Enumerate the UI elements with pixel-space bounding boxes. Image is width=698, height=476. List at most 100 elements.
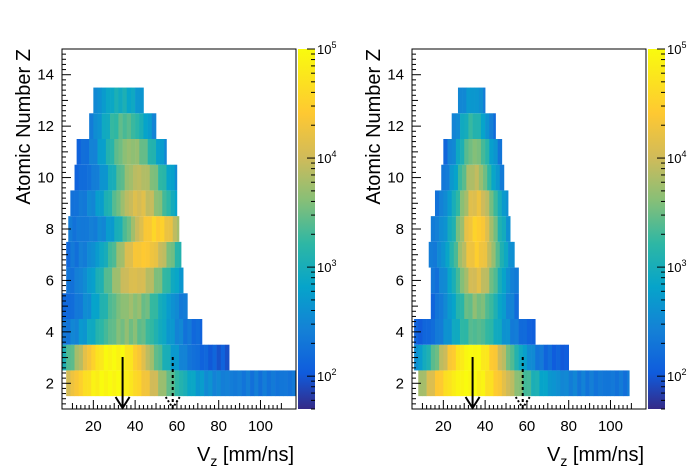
- heatmap-cell: [480, 216, 486, 242]
- heatmap-cell: [139, 216, 144, 242]
- heatmap-cell: [84, 139, 90, 165]
- heatmap-cell: [116, 241, 121, 268]
- heatmap-row: [428, 241, 515, 268]
- heatmap-cell: [480, 190, 486, 217]
- heatmap-cell: [120, 293, 125, 319]
- heatmap-cell: [485, 216, 490, 242]
- heatmap-cell: [474, 241, 480, 268]
- heatmap-cell: [491, 241, 496, 268]
- heatmap-cell: [472, 344, 478, 371]
- heatmap-cell: [451, 267, 457, 294]
- heatmap-cell: [497, 216, 503, 242]
- heatmap-cell: [97, 139, 102, 165]
- heatmap-cell: [153, 164, 159, 191]
- heatmap-cell: [105, 216, 111, 242]
- heatmap-cell: [224, 370, 230, 397]
- heatmap-cell: [439, 293, 444, 319]
- heatmap-cell: [66, 241, 71, 268]
- heatmap-cell: [497, 344, 503, 371]
- heatmap-cell: [510, 319, 515, 345]
- heatmap-cell: [518, 344, 524, 371]
- heatmap-cell: [497, 139, 503, 165]
- heatmap-cell: [133, 164, 138, 191]
- heatmap-cell: [135, 139, 140, 165]
- heatmap-cell: [116, 319, 121, 345]
- heatmap-cell: [162, 190, 167, 217]
- heatmap-cell: [153, 293, 159, 319]
- heatmap-cell: [585, 370, 590, 397]
- heatmap-cell: [187, 370, 192, 397]
- heatmap-cell: [112, 293, 117, 319]
- heatmap-cell: [506, 267, 511, 294]
- y-tick-label: 14: [37, 67, 54, 84]
- heatmap-cell: [141, 190, 146, 217]
- heatmap-cell: [489, 344, 494, 371]
- heatmap-cell: [124, 267, 130, 294]
- heatmap-cell: [464, 344, 469, 371]
- heatmap-cell: [124, 190, 130, 217]
- heatmap-cell: [179, 267, 184, 294]
- heatmap-cell: [135, 87, 140, 114]
- heatmap-cell: [476, 293, 482, 319]
- heatmap-cell: [116, 164, 121, 191]
- heatmap-cell: [170, 164, 176, 191]
- heatmap-cell: [118, 139, 123, 165]
- heatmap-cell: [145, 344, 151, 371]
- heatmap-cell: [489, 370, 494, 397]
- heatmap-cell: [158, 293, 163, 319]
- marker-arrowhead: [514, 396, 531, 410]
- heatmap-cell: [176, 216, 180, 242]
- heatmap-cell: [170, 267, 176, 294]
- heatmap-row: [62, 344, 230, 371]
- heatmap-cell: [434, 344, 440, 371]
- heatmap-cell: [460, 113, 465, 139]
- heatmap-cell: [164, 216, 169, 242]
- heatmap-cell: [139, 139, 144, 165]
- heatmap-cell: [172, 216, 178, 242]
- heatmap-cell: [270, 370, 276, 397]
- heatmap-cell: [141, 241, 146, 268]
- heatmap-cell: [162, 344, 167, 371]
- heatmap-cell: [441, 241, 446, 268]
- heatmap-cell: [208, 344, 213, 371]
- heatmap-cell: [539, 370, 544, 397]
- heatmap-cell: [466, 164, 471, 191]
- heatmap-cell: [455, 139, 461, 165]
- heatmap-cell: [493, 293, 498, 319]
- heatmap-cell: [112, 164, 117, 191]
- heatmap-cell: [145, 370, 151, 397]
- heatmap-cell: [74, 241, 80, 268]
- heatmap-cell: [522, 344, 528, 371]
- heatmap-cell: [510, 344, 515, 371]
- heatmap-cell: [82, 190, 88, 217]
- heatmap-cell: [166, 164, 171, 191]
- heatmap-cell: [241, 370, 247, 397]
- heatmap-cell: [426, 370, 432, 397]
- heatmap-row: [430, 293, 519, 319]
- heatmap-cell: [112, 241, 117, 268]
- heatmap-cell: [91, 293, 96, 319]
- heatmap-cell: [110, 87, 115, 114]
- heatmap-cell: [91, 319, 96, 345]
- heatmap-cell: [166, 370, 171, 397]
- heatmap-cell: [468, 319, 473, 345]
- heatmap-cell: [468, 344, 473, 371]
- heatmap-cell: [95, 319, 100, 345]
- heatmap-cell: [116, 344, 121, 371]
- heatmap-cell: [547, 344, 553, 371]
- heatmap-cell: [76, 139, 82, 165]
- heatmap-cell: [447, 216, 452, 242]
- heatmap-cell: [147, 139, 153, 165]
- heatmap-cell: [158, 319, 163, 345]
- heatmap-cell: [468, 370, 473, 397]
- heatmap-cell: [449, 241, 455, 268]
- heatmap-cell: [149, 164, 155, 191]
- heatmap-cell: [526, 319, 532, 345]
- heatmap-cell: [130, 113, 136, 139]
- heatmap-cell: [87, 319, 92, 345]
- heatmap-cell: [135, 113, 140, 139]
- heatmap-cell: [158, 190, 163, 217]
- heatmap-cell: [128, 370, 134, 397]
- heatmap-cell: [535, 370, 540, 397]
- heatmap-cell: [426, 344, 432, 371]
